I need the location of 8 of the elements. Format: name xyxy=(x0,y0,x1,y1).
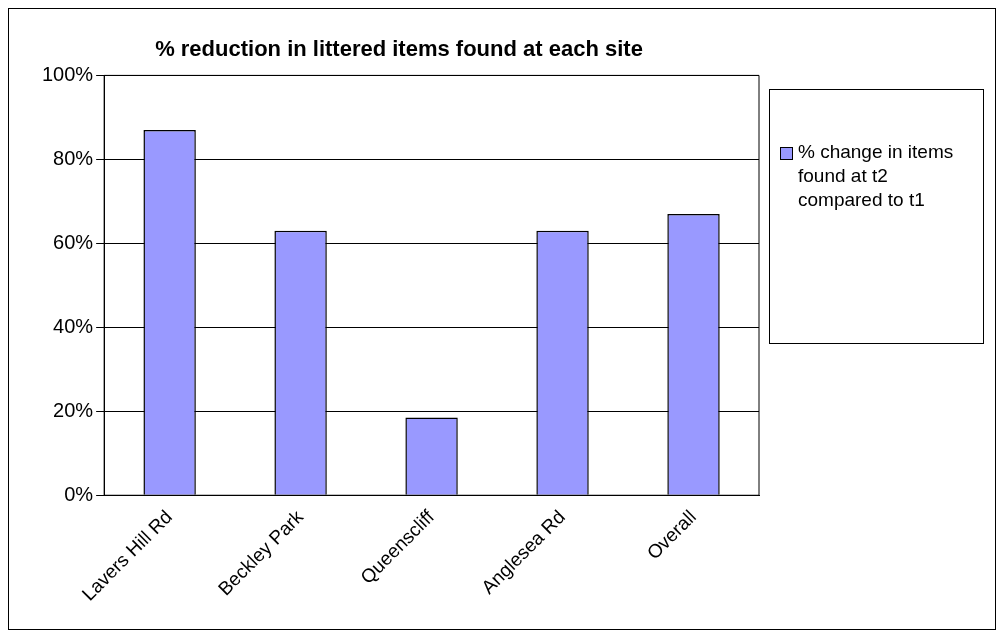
y-tick-label: 80% xyxy=(53,146,94,169)
y-tick-label: 60% xyxy=(53,230,94,253)
y-tick-label: 100% xyxy=(42,62,94,85)
chart-title: % reduction in littered items found at each site xyxy=(155,36,643,62)
legend-label: % change in items found at t2 compared to t1 xyxy=(798,140,955,212)
y-tick-label: 20% xyxy=(53,398,94,421)
y-tick-label: 40% xyxy=(53,314,94,337)
y-tick-label: 0% xyxy=(64,482,94,505)
